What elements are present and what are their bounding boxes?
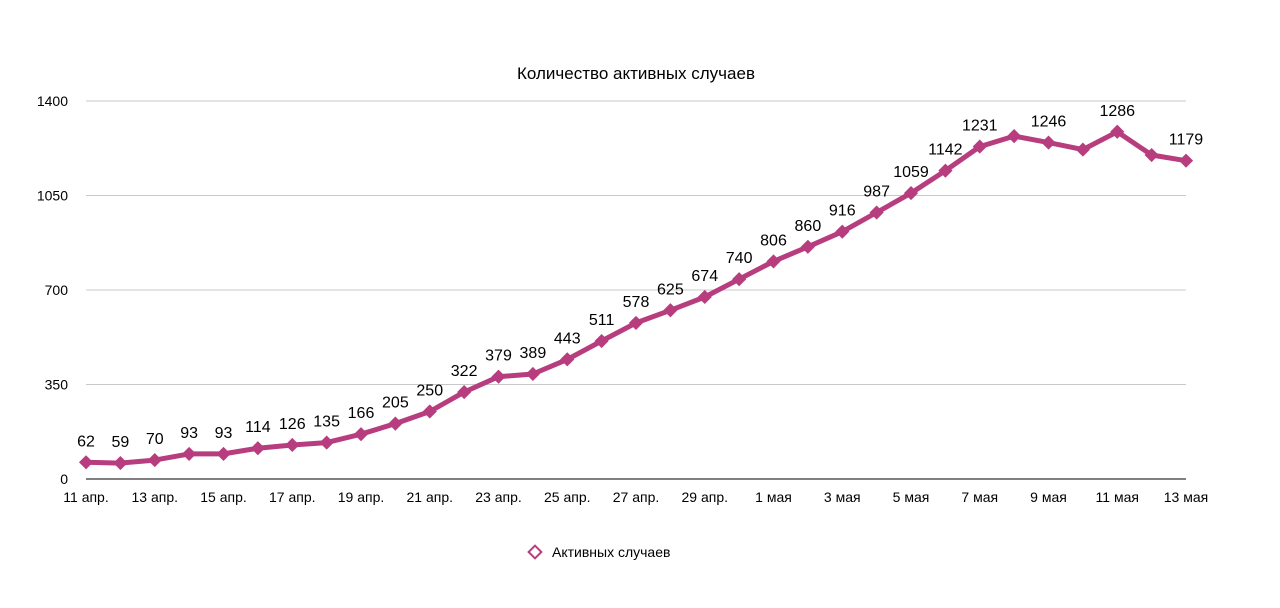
- data-label: 1286: [1099, 103, 1135, 120]
- data-point: [147, 452, 162, 468]
- data-label: 806: [760, 232, 787, 249]
- data-label: 389: [520, 345, 547, 362]
- data-point: [182, 446, 197, 461]
- data-point: [525, 366, 540, 382]
- data-point: [319, 435, 334, 450]
- data-point: [216, 446, 231, 461]
- x-tick-label: 5 мая: [893, 489, 930, 505]
- x-tick-label: 13 апр.: [131, 489, 178, 505]
- data-point: [388, 416, 403, 431]
- y-tick-label: 1400: [37, 93, 68, 109]
- grid-lines: [86, 100, 1186, 480]
- x-tick-label: 11 мая: [1096, 489, 1139, 505]
- data-label: 860: [795, 218, 822, 235]
- data-point: [491, 369, 506, 384]
- data-label: 114: [245, 419, 271, 436]
- data-label: 322: [451, 363, 478, 380]
- data-point: [869, 205, 884, 220]
- data-label: 511: [589, 312, 615, 329]
- data-label: 93: [215, 425, 233, 442]
- x-tick-label: 23 апр.: [475, 489, 522, 505]
- x-tick-label: 21 апр.: [406, 489, 453, 505]
- data-label: 578: [623, 294, 650, 311]
- legend-entry: Активных случаев: [552, 544, 670, 560]
- data-point: [353, 427, 369, 442]
- data-point: [732, 272, 747, 287]
- data-point: [285, 437, 300, 453]
- data-point: [594, 333, 609, 349]
- data-label: 250: [416, 383, 443, 400]
- data-point: [800, 239, 815, 254]
- data-label: 1059: [893, 164, 929, 181]
- x-tick-label: 25 апр.: [544, 489, 591, 505]
- data-label: 205: [382, 395, 409, 412]
- data-label: 916: [829, 203, 856, 220]
- data-label: 1142: [928, 142, 963, 159]
- data-label: 135: [313, 414, 340, 431]
- y-tick-label: 0: [60, 471, 68, 487]
- data-label: 93: [180, 425, 198, 442]
- data-label: 443: [554, 330, 581, 347]
- data-point: [628, 315, 644, 330]
- data-label: 166: [348, 405, 375, 422]
- data-label: 126: [279, 416, 306, 433]
- x-tick-label: 19 апр.: [338, 489, 385, 505]
- data-point: [1041, 135, 1056, 150]
- x-tick-label: 17 апр.: [269, 489, 316, 505]
- y-tick-label: 1050: [37, 188, 68, 204]
- x-tick-label: 3 мая: [824, 489, 861, 505]
- x-axis-ticks: 11 апр. 13 апр. 15 апр. 17 апр. 19 апр. 21 ап…: [63, 489, 1208, 505]
- x-tick-label: 29 апр.: [681, 489, 728, 505]
- x-tick-label: 1 мая: [755, 489, 792, 505]
- x-tick-label: 11 апр.: [63, 489, 108, 505]
- data-point: [1075, 142, 1090, 157]
- x-tick-label: 13 мая: [1164, 489, 1208, 505]
- data-point: [1110, 124, 1125, 139]
- data-label: 1179: [1169, 132, 1204, 149]
- legend-marker-icon: [527, 544, 543, 560]
- data-labels: 62 59 70 93 93 114 126 135 166 205 250 322 379 389 443…: [77, 103, 1203, 451]
- data-label: 62: [77, 433, 95, 450]
- data-point: [697, 289, 712, 305]
- data-point: [113, 455, 128, 471]
- data-label: 59: [111, 434, 129, 451]
- data-point: [78, 455, 94, 470]
- data-point: [250, 441, 265, 456]
- data-label: 1231: [962, 118, 998, 135]
- data-label: 625: [657, 281, 684, 298]
- data-label: 1246: [1031, 114, 1067, 131]
- data-point: [1007, 129, 1022, 144]
- x-tick-label: 9 мая: [1030, 489, 1067, 505]
- data-point: [457, 385, 472, 400]
- y-tick-label: 350: [45, 377, 69, 393]
- data-label: 379: [485, 348, 512, 365]
- data-label: 740: [726, 250, 753, 267]
- legend: Активных случаев: [527, 544, 670, 560]
- x-tick-label: 27 апр.: [613, 489, 660, 505]
- data-label: 987: [863, 184, 890, 201]
- data-label: 70: [146, 431, 164, 448]
- data-point: [663, 303, 678, 318]
- data-point: [1144, 147, 1159, 163]
- data-label: 674: [691, 268, 718, 285]
- y-axis-ticks: 0 350 700 1050 1400: [37, 93, 68, 487]
- data-point: [1178, 153, 1194, 168]
- x-tick-label: 15 апр.: [200, 489, 247, 505]
- y-tick-label: 700: [45, 282, 69, 298]
- x-tick-label: 7 мая: [961, 489, 998, 505]
- chart-title: Количество активных случаев: [517, 64, 755, 83]
